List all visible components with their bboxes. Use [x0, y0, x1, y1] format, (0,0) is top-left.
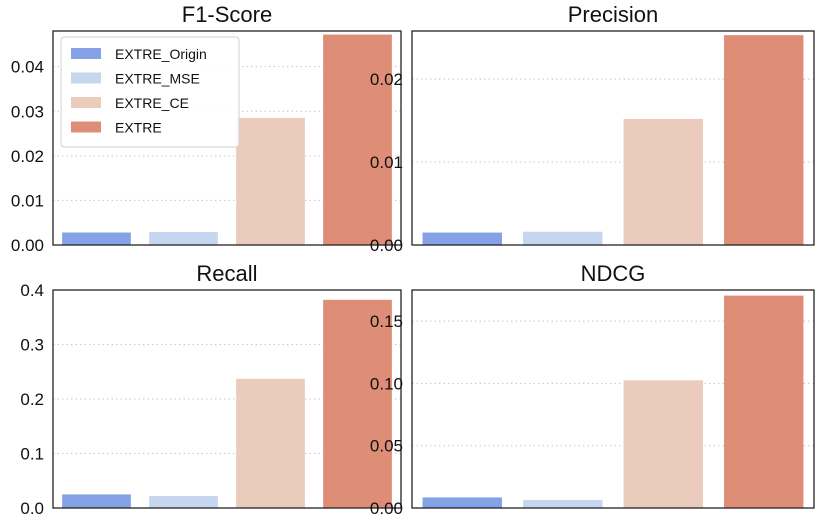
bar-f1-score-extre-ce — [236, 117, 305, 245]
bar-precision-extre-ce — [623, 118, 703, 245]
bar-ndcg-extre-ce — [623, 380, 703, 508]
legend-swatch-extre-ce — [71, 97, 101, 108]
axes-frame — [411, 30, 815, 246]
y-tick-label: 0.05 — [370, 437, 403, 456]
panel-title-f1-score: F1-Score — [182, 2, 272, 27]
y-tick-label: 0.2 — [20, 390, 44, 409]
y-tick-label: 0.10 — [370, 374, 403, 393]
bar-recall-extre-origin — [62, 494, 131, 508]
legend-label-extre-origin: EXTRE_Origin — [115, 46, 207, 62]
panel-f1-score: 0.00 0.01 0.02 0.03 0.04 F1-Score — [11, 2, 402, 255]
y-tick-label: 0.04 — [11, 58, 44, 77]
axes-frame — [411, 289, 815, 509]
bar-precision-extre-mse — [523, 231, 603, 245]
axes-frame — [52, 289, 402, 509]
panel-title-precision: Precision — [568, 2, 658, 27]
panel-precision: 0.00 0.01 0.02 Precision — [370, 2, 815, 255]
bar-precision-extre-origin — [422, 232, 502, 245]
axes-frame — [52, 30, 402, 246]
legend-label-extre: EXTRE — [115, 120, 162, 136]
panel-title-recall: Recall — [196, 261, 257, 286]
y-tick-label: 0.01 — [11, 191, 44, 210]
bar-precision-extre — [724, 35, 804, 246]
bar-ndcg-extre — [724, 295, 804, 508]
bar-f1-score-extre — [323, 34, 392, 245]
y-tick-label: 0.0 — [20, 499, 44, 514]
y-tick-label: 0.3 — [20, 336, 44, 355]
panel-ndcg: 0.00 0.05 0.10 0.15 NDCG — [370, 261, 815, 518]
bar-ndcg-extre-mse — [523, 499, 603, 508]
legend: EXTRE_Origin EXTRE_MSE EXTRE_CE EXTRE — [60, 36, 240, 148]
y-tick-label: 0.00 — [370, 499, 403, 514]
y-tick-label: 0.15 — [370, 312, 403, 331]
panel-recall: 0.0 0.1 0.2 0.3 0.4 Recall — [20, 261, 402, 518]
legend-swatch-extre — [71, 121, 101, 133]
bar-recall-extre — [323, 299, 392, 508]
legend-label-extre-mse: EXTRE_MSE — [115, 71, 200, 87]
bar-recall-extre-mse — [149, 496, 218, 508]
bar-recall-extre-ce — [236, 378, 305, 508]
legend-swatch-extre-origin — [71, 48, 101, 59]
panel-title-ndcg: NDCG — [581, 261, 646, 286]
y-tick-label: 0.4 — [20, 281, 44, 300]
bar-f1-score-extre-mse — [149, 232, 218, 245]
legend-label-extre-ce: EXTRE_CE — [115, 95, 189, 111]
y-tick-label: 0.00 — [370, 236, 403, 255]
y-tick-label: 0.02 — [11, 147, 44, 166]
legend-swatch-extre-mse — [71, 72, 101, 84]
y-tick-label: 0.1 — [20, 445, 44, 464]
y-tick-label: 0.03 — [11, 102, 44, 121]
y-tick-label: 0.02 — [370, 70, 403, 89]
y-tick-label: 0.01 — [370, 153, 403, 172]
y-tick-label: 0.00 — [11, 236, 44, 255]
legend-box — [60, 36, 240, 148]
bar-f1-score-extre-origin — [62, 232, 131, 245]
bar-ndcg-extre-origin — [422, 497, 502, 508]
